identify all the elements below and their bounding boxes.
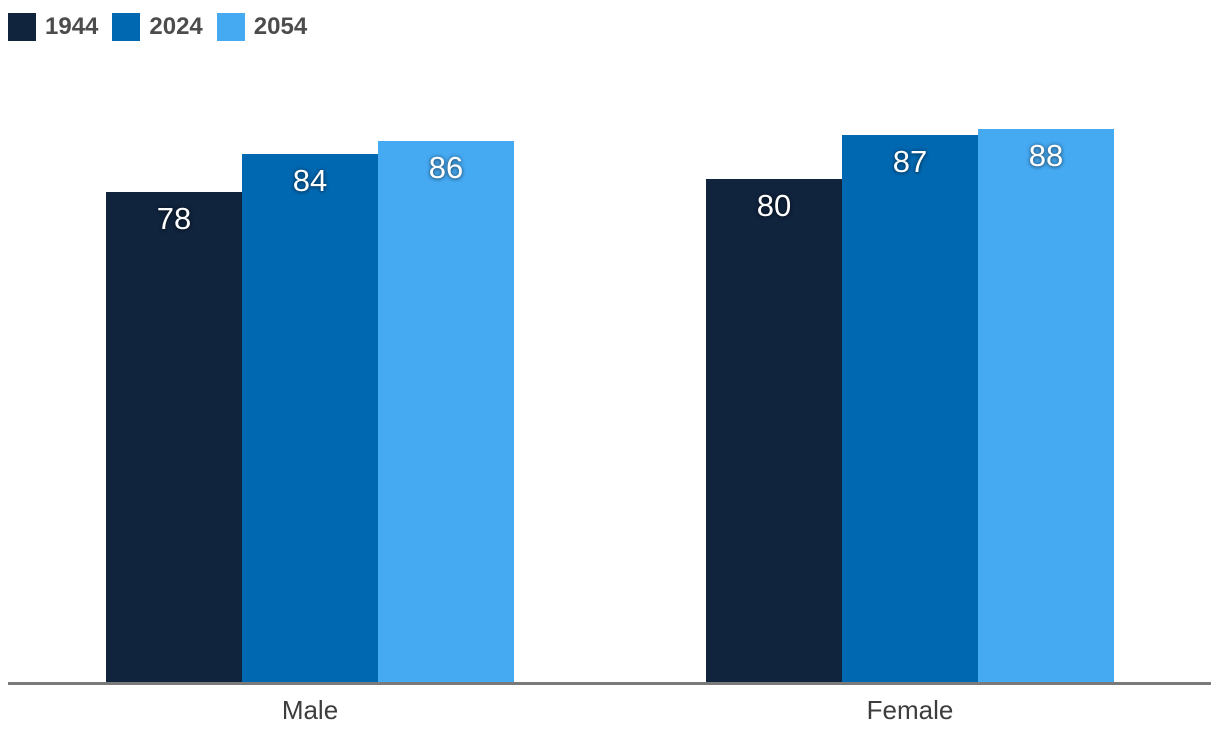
legend-item-1944: 1944 bbox=[8, 13, 98, 41]
bar-value-label: 80 bbox=[756, 188, 792, 223]
legend-swatch-icon bbox=[8, 13, 36, 41]
bar-value-label: 88 bbox=[1028, 138, 1064, 173]
legend-label: 1944 bbox=[45, 13, 99, 40]
legend-label: 2024 bbox=[149, 13, 203, 40]
legend: 1944 2024 2054 bbox=[8, 13, 307, 41]
bar-male-2054: 86 bbox=[378, 141, 514, 683]
bar-female-2024: 87 bbox=[842, 135, 978, 683]
x-axis-line bbox=[8, 682, 1211, 685]
bar-value-label: 78 bbox=[156, 201, 192, 236]
category-label-male: Male bbox=[281, 695, 339, 725]
legend-label: 2054 bbox=[253, 13, 308, 40]
legend-item-2024: 2024 bbox=[112, 13, 203, 41]
legend-item-2054: 2054 bbox=[216, 13, 308, 41]
bar-value-label: 86 bbox=[428, 150, 464, 185]
category-label-female: Female bbox=[866, 695, 954, 725]
bar-value-label: 84 bbox=[292, 163, 328, 198]
legend-swatch-icon bbox=[216, 13, 245, 41]
bar-female-1944: 80 bbox=[706, 179, 842, 683]
bar-male-2024: 84 bbox=[242, 154, 378, 683]
bar-value-label: 87 bbox=[892, 144, 928, 179]
legend-swatch-icon bbox=[112, 13, 141, 41]
bar-female-2054: 88 bbox=[978, 129, 1114, 683]
bar-male-1944: 78 bbox=[106, 192, 242, 683]
